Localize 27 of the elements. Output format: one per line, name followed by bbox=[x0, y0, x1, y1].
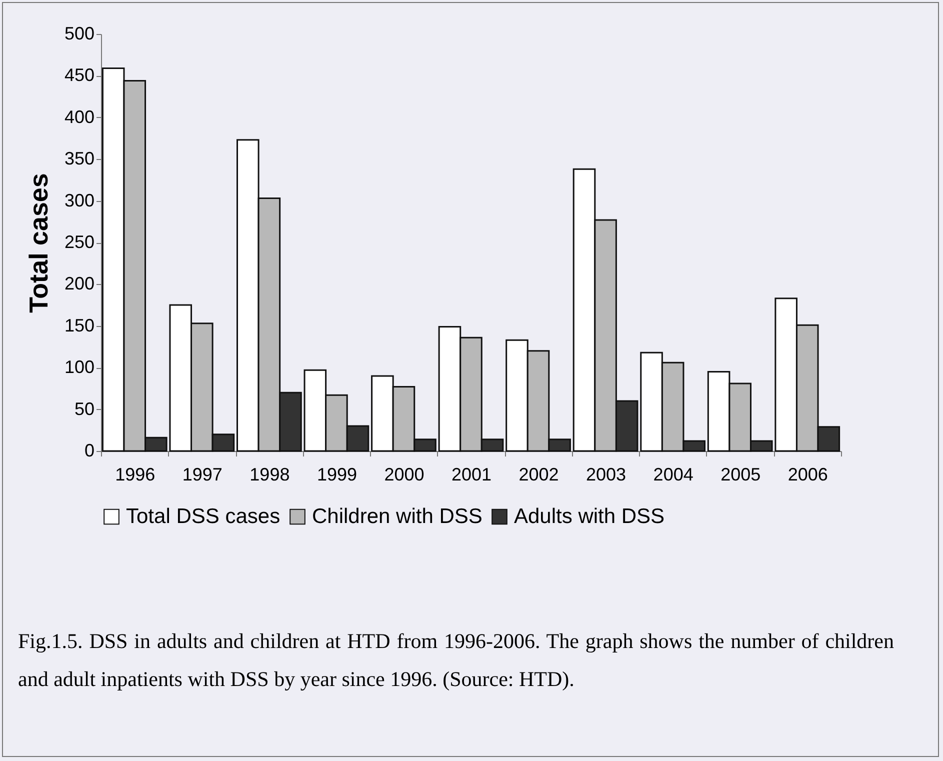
y-tick-label: 0 bbox=[84, 440, 94, 460]
x-tick-label: 2005 bbox=[720, 464, 761, 484]
x-tick-label: 2004 bbox=[653, 464, 694, 484]
y-tick-label: 250 bbox=[64, 232, 94, 252]
y-tick-label: 150 bbox=[64, 315, 94, 336]
legend-label: Children with DSS bbox=[312, 504, 482, 528]
x-tick-label: 2000 bbox=[384, 464, 424, 484]
y-tick-label: 400 bbox=[64, 106, 94, 127]
y-tick-label: 50 bbox=[74, 398, 94, 419]
x-tick-label: 1998 bbox=[250, 464, 290, 484]
x-tick-label: 2006 bbox=[788, 464, 828, 484]
y-tick-label: 450 bbox=[64, 65, 94, 86]
x-tick-label: 1997 bbox=[182, 464, 222, 484]
y-axis-title: Total cases bbox=[23, 173, 54, 313]
y-tick-label: 350 bbox=[64, 148, 94, 169]
legend-label: Adults with DSS bbox=[514, 504, 665, 528]
x-tick-label: 2003 bbox=[586, 464, 626, 484]
y-tick-label: 300 bbox=[64, 190, 94, 210]
x-tick-label: 1996 bbox=[115, 464, 156, 484]
x-tick-label: 2002 bbox=[518, 464, 559, 484]
legend-label: Total DSS cases bbox=[126, 504, 280, 528]
y-tick-label: 500 bbox=[64, 24, 94, 44]
x-tick-label: 1999 bbox=[316, 464, 357, 484]
caption: Fig.1.5. DSS in adults and children at HTD from 1996-2006. The graph shows the number of children and adult inpatients with DSS by year since 1996. (Source: HTD). bbox=[18, 628, 894, 693]
x-tick-label: 2001 bbox=[451, 464, 492, 484]
y-tick-label: 100 bbox=[64, 357, 94, 378]
y-tick-label: 200 bbox=[64, 274, 94, 294]
